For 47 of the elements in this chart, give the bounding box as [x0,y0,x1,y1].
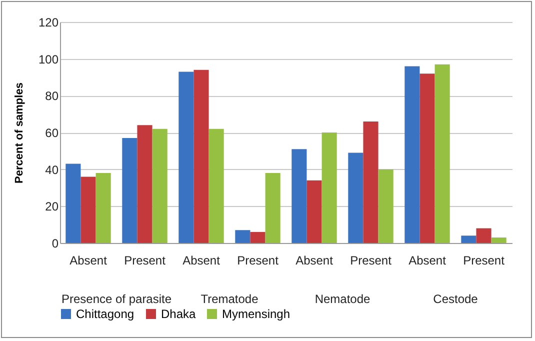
text: Trematode [200,292,259,306]
bar [265,173,280,243]
y-tick-label: 0 [52,236,59,250]
bar [96,173,111,243]
bar [292,149,307,243]
bar [194,70,209,243]
bar [461,236,476,243]
bar [66,164,81,243]
bar [306,180,322,243]
y-tick-label: 100 [38,52,59,66]
bar [322,132,337,243]
text: Presence of parasite [61,292,172,306]
x-tick-label: Absent [408,254,447,268]
x-tick-label: Absent [70,254,108,268]
bar [137,125,152,243]
text: Nematode [314,292,371,306]
x-tick-label: Absent [182,254,221,268]
y-tick-label: 120 [38,16,59,30]
bar [491,237,506,243]
y-tick-label: 80 [45,89,59,104]
bar [363,121,378,243]
bar [378,169,394,243]
bar [434,64,450,243]
bar [404,66,420,243]
bar [80,176,96,243]
y-tick-label: 60 [45,126,59,140]
bar [250,232,266,243]
text: Cestode [433,292,478,306]
x-tick-label: Present [350,254,392,268]
bar [476,228,492,243]
bar [152,128,168,243]
legend-label: Mymensingh [222,307,290,321]
bar [235,230,250,243]
bar [178,72,194,243]
x-tick-label: Present [124,254,166,268]
bar [208,128,224,243]
bar [122,138,138,243]
legend-label: Chittagong [76,307,134,321]
y-tick-label: 40 [45,162,59,177]
x-tick-label: Present [463,254,506,268]
legend-label: Dhaka [161,307,196,321]
y-tick-label: 20 [45,200,59,214]
bar [348,152,364,243]
y-axis-title: Percent of samples [13,82,26,184]
bar [420,74,435,243]
x-tick-label: Absent [296,254,334,268]
x-tick-label: Present [237,254,280,268]
